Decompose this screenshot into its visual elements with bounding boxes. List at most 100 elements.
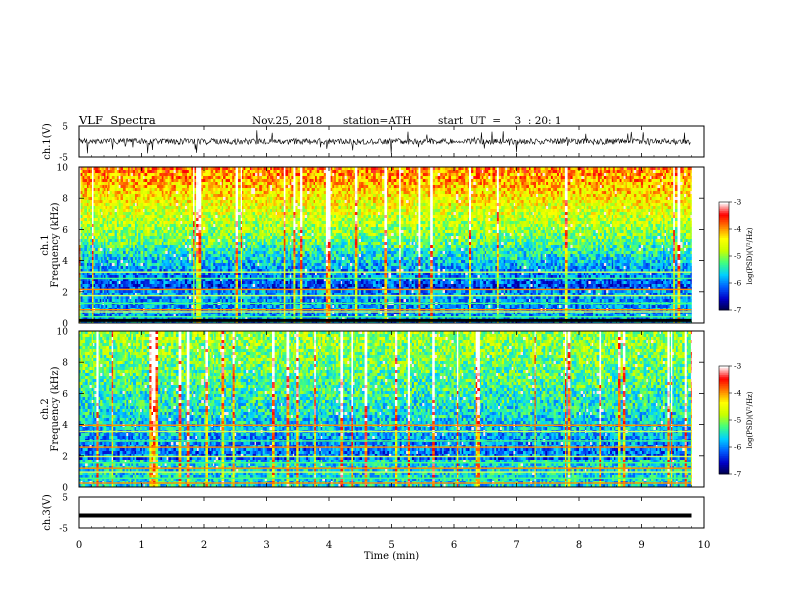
spectrogram-cell bbox=[93, 299, 96, 303]
spectrogram-cell bbox=[203, 263, 206, 267]
spectrogram-cell bbox=[196, 281, 199, 285]
spectrogram-cell bbox=[175, 203, 179, 207]
spectrogram-cell bbox=[243, 305, 246, 309]
spectrogram-cell bbox=[154, 254, 158, 258]
spectrogram-cell bbox=[103, 212, 106, 216]
spectrogram-cell bbox=[184, 197, 188, 201]
spectrogram-cell bbox=[103, 203, 106, 207]
spectrogram-cell bbox=[171, 254, 174, 258]
spectrogram-cell bbox=[205, 278, 209, 282]
spectrogram-cell bbox=[116, 212, 119, 216]
spectrogram-cell bbox=[109, 200, 113, 204]
spectrogram-cell bbox=[261, 182, 264, 186]
spectrogram-cell bbox=[157, 194, 160, 198]
spectrogram-cell bbox=[95, 191, 99, 195]
spectrogram-cell bbox=[238, 317, 242, 321]
spectrogram-cell bbox=[143, 263, 145, 267]
spectrogram-cell bbox=[159, 227, 163, 231]
spectrogram-cell bbox=[196, 182, 199, 186]
spectrogram-cell bbox=[173, 224, 177, 228]
spectrogram-cell bbox=[92, 260, 94, 264]
spectrogram-cell bbox=[103, 215, 106, 219]
spectrogram-cell bbox=[261, 194, 264, 198]
spectrogram-cell bbox=[123, 194, 126, 198]
spectrogram-cell bbox=[103, 221, 106, 225]
spectrogram-cell bbox=[182, 227, 186, 231]
spectrogram-cell bbox=[147, 281, 150, 285]
spectrogram-cell bbox=[268, 251, 271, 255]
spectrogram-cell bbox=[102, 221, 105, 225]
spectrogram-cell bbox=[259, 224, 263, 228]
spectrogram-cell bbox=[188, 257, 192, 261]
spectrogram-cell bbox=[125, 269, 129, 273]
spectrogram-cell bbox=[223, 275, 226, 279]
spectrogram-cell bbox=[132, 212, 136, 216]
spectrogram-cell bbox=[102, 245, 105, 249]
spectrogram-cell bbox=[129, 299, 132, 303]
spectrogram-cell bbox=[245, 317, 248, 321]
spectrogram-cell bbox=[154, 209, 158, 213]
spectrogram-cell bbox=[116, 227, 119, 231]
spectrogram-cell bbox=[247, 290, 251, 294]
spectrogram-cell bbox=[245, 293, 248, 297]
spectrogram-cell bbox=[210, 188, 214, 192]
spectrogram-cell bbox=[261, 317, 264, 321]
spectrogram-cell bbox=[245, 200, 248, 204]
spectrogram-cell bbox=[267, 296, 269, 300]
spectrogram-cell bbox=[167, 254, 170, 258]
spectrogram-cell bbox=[227, 167, 231, 171]
spectrogram-cell bbox=[175, 233, 179, 237]
spectrogram-cell bbox=[154, 212, 158, 216]
spectrogram-cell bbox=[80, 176, 83, 180]
spectrogram-cell bbox=[106, 176, 109, 180]
spectrogram-cell bbox=[154, 224, 158, 228]
spectrogram-cell bbox=[243, 275, 246, 279]
spectrogram-cell bbox=[210, 167, 214, 171]
spectrogram-cell bbox=[208, 191, 211, 195]
spectrogram-cell bbox=[265, 191, 268, 195]
spectrogram-cell bbox=[221, 209, 224, 213]
spectrogram-cell bbox=[175, 263, 179, 267]
spectrogram-cell bbox=[118, 284, 121, 288]
spectrogram-cell bbox=[90, 239, 93, 243]
spectrogram-cell bbox=[128, 233, 130, 237]
spectrogram-cell bbox=[240, 200, 243, 204]
spectrogram-cell bbox=[125, 203, 129, 207]
spectrogram-cell bbox=[234, 284, 236, 288]
ch1-spectrogram-panel bbox=[79, 167, 692, 324]
spectrogram-cell bbox=[247, 254, 251, 258]
spectrogram-cell bbox=[232, 248, 235, 252]
spectrogram-cell bbox=[263, 188, 266, 192]
spectrogram-cell bbox=[163, 263, 166, 267]
spectrogram-cell bbox=[243, 284, 246, 288]
spectrogram-cell bbox=[171, 173, 174, 177]
spectrogram-cell bbox=[196, 245, 199, 249]
spectrogram-cell bbox=[198, 185, 202, 189]
spectrogram-cell bbox=[238, 245, 242, 249]
spectrogram-cell bbox=[184, 206, 188, 210]
spectrogram-cell bbox=[191, 314, 194, 318]
spectrogram-cell bbox=[82, 269, 85, 273]
spectrogram-cell bbox=[147, 206, 150, 210]
spectrogram-cell bbox=[175, 221, 179, 225]
spectrogram-cell bbox=[217, 170, 221, 174]
spectrogram-cell bbox=[138, 212, 141, 216]
spectrogram-cell bbox=[196, 287, 199, 291]
spectrogram-cell bbox=[210, 254, 214, 258]
spectrogram-cell bbox=[238, 296, 242, 300]
spectrogram-cell bbox=[240, 227, 243, 231]
spectrogram-cell bbox=[93, 296, 96, 300]
spectrogram-cell bbox=[261, 206, 264, 210]
spectrogram-cell bbox=[213, 218, 216, 222]
spectrogram-cell bbox=[196, 275, 199, 279]
spectrogram-cell bbox=[175, 188, 179, 192]
spectrogram-cell bbox=[95, 170, 99, 174]
spectrogram-cell bbox=[187, 182, 190, 186]
spectrogram-cell bbox=[120, 284, 124, 288]
spectrogram-cell bbox=[245, 191, 248, 195]
spectrogram-cell bbox=[171, 269, 174, 273]
spectrogram-cell bbox=[95, 278, 99, 282]
spectrogram-cell bbox=[243, 194, 246, 198]
spectrogram-cell bbox=[123, 272, 126, 276]
spectrogram-cell bbox=[169, 242, 172, 246]
